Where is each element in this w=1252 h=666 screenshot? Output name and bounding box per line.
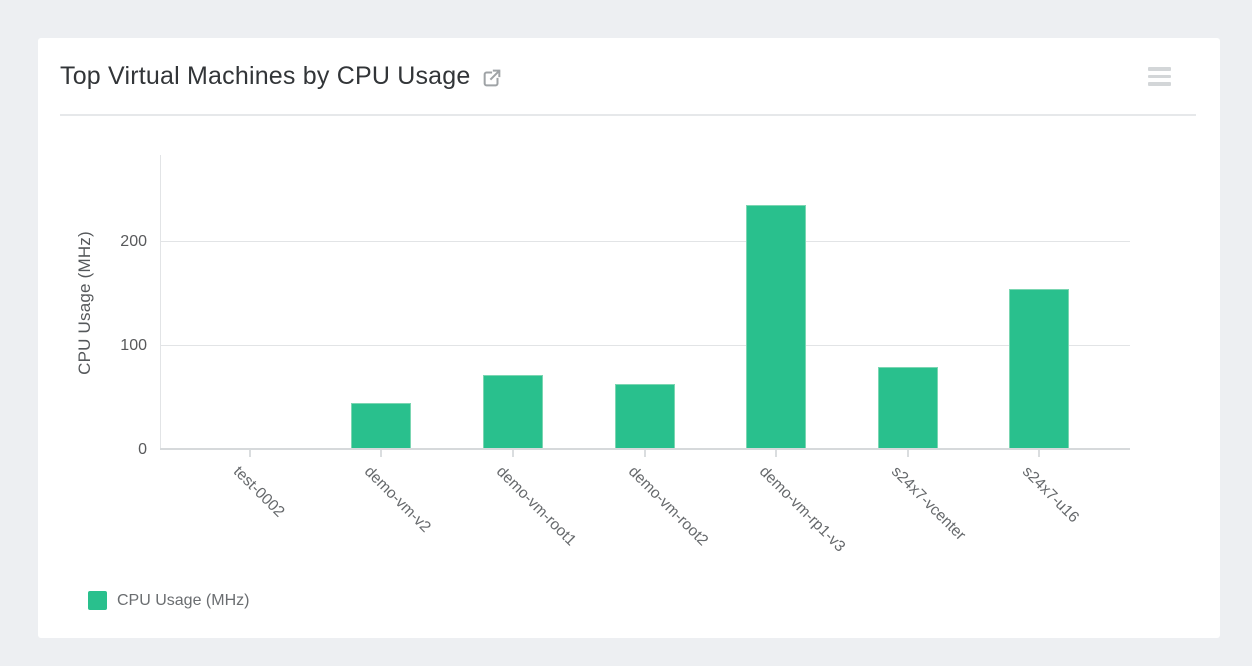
- category-slot-demo-vm-root2: demo-vm-root2: [579, 155, 711, 549]
- external-link-icon[interactable]: [481, 67, 503, 89]
- category-slot-demo-vm-v2: demo-vm-v2: [316, 155, 448, 536]
- bar-s24x7-u16[interactable]: [1009, 289, 1070, 450]
- gridline-200: [160, 241, 1130, 243]
- y-tick-label-0: 0: [138, 441, 147, 458]
- y-tick-label-100: 100: [120, 337, 147, 355]
- category-slot-demo-vm-root1: demo-vm-root1: [447, 155, 579, 549]
- x-axis-label-s24x7-u16: s24x7-u16: [1019, 463, 1083, 527]
- y-axis-line: [160, 155, 161, 450]
- bar-demo-vm-rp1-v3[interactable]: [746, 204, 807, 450]
- bar-s24x7-vcenter[interactable]: [877, 366, 938, 450]
- gridline-100: [160, 345, 1130, 347]
- x-axis-tick: [380, 450, 383, 457]
- x-axis-tick: [643, 450, 646, 457]
- bars-row: test-0002 demo-vm-v2 demo-vm-root1 demo-vm-…: [184, 155, 1105, 555]
- chart-title-text: Top Virtual Machines by CPU Usage: [60, 62, 471, 90]
- category-slot-s24x7-u16: s24x7-u16: [973, 155, 1105, 526]
- y-axis-title: CPU Usage (MHz): [75, 230, 94, 375]
- category-slot-demo-vm-rp1-v3: demo-vm-rp1-v3: [710, 155, 848, 555]
- x-axis-tick: [248, 450, 251, 457]
- x-axis-label-demo-vm-rp1-v3: demo-vm-rp1-v3: [756, 463, 849, 556]
- x-axis-label-s24x7-vcenter: s24x7-vcenter: [887, 463, 969, 544]
- x-axis-label-demo-vm-root1: demo-vm-root1: [492, 463, 580, 550]
- page-title: Top Virtual Machines by CPU Usage: [60, 62, 503, 91]
- header-divider: [60, 114, 1196, 116]
- plot-area: CPU Usage (MHz) 0 100 200 test-0002 demo-vm-…: [75, 155, 1130, 555]
- legend-item-cpu-usage[interactable]: CPU Usage (MHz): [88, 591, 249, 610]
- x-axis-label-demo-vm-root2: demo-vm-root2: [624, 463, 711, 550]
- legend-label: CPU Usage (MHz): [117, 591, 250, 609]
- category-slot-test-0002: test-0002: [184, 155, 316, 521]
- card-header: Top Virtual Machines by CPU Usage: [38, 38, 1220, 116]
- x-axis-line: [160, 448, 1130, 450]
- bar-demo-vm-v2[interactable]: [351, 403, 412, 450]
- chart-card: Top Virtual Machines by CPU Usage CPU Us…: [38, 38, 1220, 638]
- x-axis-tick: [906, 450, 909, 457]
- x-axis-tick: [511, 450, 514, 457]
- category-slot-s24x7-vcenter: s24x7-vcenter: [842, 155, 974, 544]
- bar-chart: CPU Usage (MHz) 0 100 200 test-0002 demo-vm-…: [38, 115, 1220, 555]
- x-axis-label-demo-vm-v2: demo-vm-v2: [361, 463, 435, 536]
- x-axis-label-test-0002: test-0002: [229, 463, 288, 521]
- y-tick-label-200: 200: [120, 233, 147, 251]
- bar-demo-vm-root1[interactable]: [482, 375, 543, 450]
- x-axis-tick: [1038, 450, 1041, 457]
- x-axis-tick: [775, 450, 778, 457]
- hamburger-menu-icon[interactable]: [1146, 65, 1173, 88]
- legend-swatch: [88, 591, 107, 610]
- bar-demo-vm-root2[interactable]: [614, 383, 675, 450]
